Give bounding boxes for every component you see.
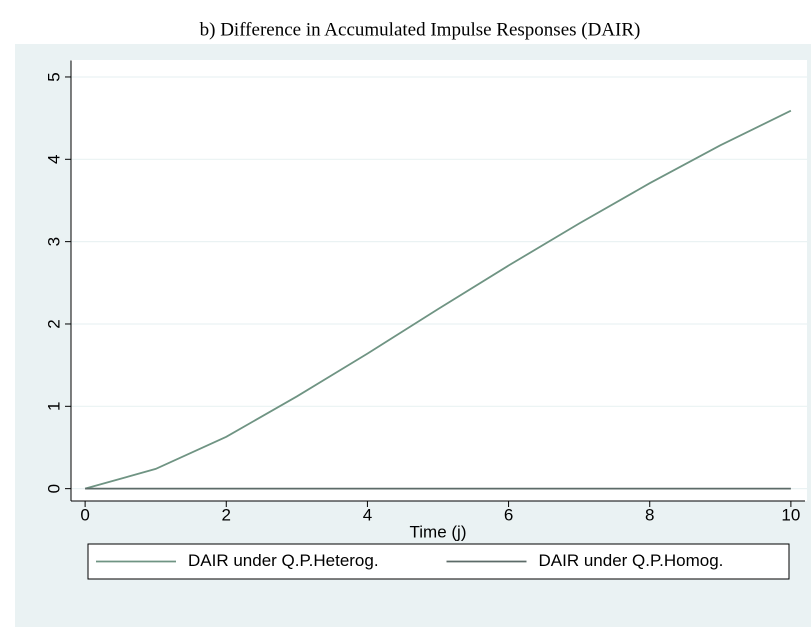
- y-tick-label: 1: [44, 402, 63, 411]
- x-axis-label: Time (j): [410, 522, 467, 541]
- legend-label: DAIR under Q.P.Homog.: [539, 551, 724, 570]
- legend-box: [87, 543, 790, 580]
- data-line: [84, 109, 792, 490]
- y-tick-label: 4: [44, 155, 63, 164]
- x-tick-label: 2: [222, 505, 231, 524]
- x-tick-label: 6: [504, 505, 513, 524]
- y-tick-label: 0: [44, 484, 63, 493]
- x-tick-label: 8: [645, 505, 654, 524]
- legend-label: DAIR under Q.P.Heterog.: [188, 551, 379, 570]
- x-tick-label: 10: [781, 505, 800, 524]
- y-tick-label: 5: [44, 72, 63, 81]
- y-tick-label: 2: [44, 319, 63, 328]
- x-tick-label: 4: [363, 505, 372, 524]
- x-tick-label: 0: [80, 505, 89, 524]
- chart-title: b) Difference in Accumulated Impulse Res…: [200, 19, 641, 40]
- y-tick-label: 3: [44, 237, 63, 246]
- plot-region: [71, 60, 807, 501]
